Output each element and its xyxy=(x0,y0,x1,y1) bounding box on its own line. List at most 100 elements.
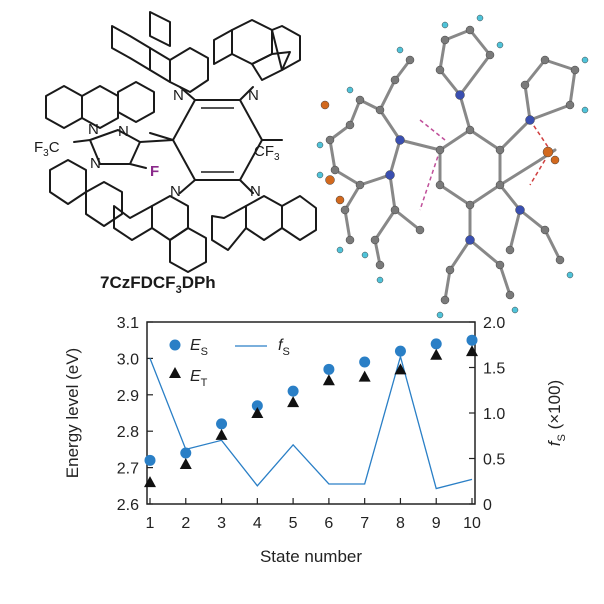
crystal-atom xyxy=(435,180,445,190)
es-point xyxy=(430,338,442,350)
crystal-atom xyxy=(346,86,354,94)
atom-n-top-left: N xyxy=(173,87,184,104)
crystal-bond xyxy=(523,58,547,87)
x-tick-label: 5 xyxy=(289,515,298,532)
crystal-atom xyxy=(550,155,560,165)
crystal-atom xyxy=(485,50,495,60)
et-point xyxy=(430,348,443,360)
crystal-bond xyxy=(568,68,577,107)
crystal-bond xyxy=(373,208,397,242)
carbazole-bottom-right xyxy=(211,195,317,251)
crystal-atom xyxy=(385,170,395,180)
legend-fs-sub: S xyxy=(282,346,289,358)
crystal-atom xyxy=(316,141,324,149)
crystal-bond xyxy=(348,98,362,127)
et-point xyxy=(394,363,407,375)
crystal-atom xyxy=(505,245,515,255)
crystal-atom xyxy=(495,260,505,270)
crystal-bond xyxy=(343,183,362,212)
right-y-tick-label: 0.5 xyxy=(483,452,505,469)
crystal-atom xyxy=(540,225,550,235)
crystal-structure-image xyxy=(316,14,589,319)
carbazole-lower-left xyxy=(49,159,123,227)
crystal-atom xyxy=(390,205,400,215)
es-point xyxy=(287,385,299,397)
crystal-contact-pink xyxy=(419,149,441,211)
crystal-atom xyxy=(440,295,450,305)
crystal-bond xyxy=(378,78,397,112)
legend-et-sub: T xyxy=(201,377,208,389)
es-point xyxy=(394,345,406,357)
left-y-ticks: 2.6 2.7 2.8 2.9 3.0 3.1 xyxy=(117,315,153,514)
crystal-bond xyxy=(508,208,522,252)
compound-name: 7CzFDCF3DPh xyxy=(100,273,216,296)
crystal-bond xyxy=(518,208,547,232)
right-y-label-tail: (×100) xyxy=(545,380,564,434)
crystal-atom xyxy=(440,35,450,45)
crystal-atom xyxy=(340,205,350,215)
right-y-ticks: 0 0.5 1.0 1.5 2.0 xyxy=(469,315,505,514)
cf3-left-f: F xyxy=(34,139,43,156)
atom-n-pyrrole-top: N xyxy=(118,123,129,140)
crystal-atom xyxy=(476,14,484,22)
x-tick-label: 6 xyxy=(324,515,333,532)
right-y-tick-label: 1.0 xyxy=(483,406,505,423)
crystal-bond xyxy=(328,138,337,172)
crystal-bond xyxy=(438,68,462,97)
crystal-atom xyxy=(445,265,455,275)
es-point xyxy=(180,447,192,459)
es-point xyxy=(359,356,371,368)
legend: ES ET fS xyxy=(169,337,290,389)
crystal-atom xyxy=(435,145,445,155)
crystal-atom xyxy=(345,235,355,245)
crystal-bond xyxy=(458,93,472,132)
crystal-bond xyxy=(498,183,522,212)
legend-es-sub: S xyxy=(201,346,208,358)
cf3-left-label: F3C xyxy=(34,139,60,159)
crystal-atom xyxy=(465,200,475,210)
crystal-contact-red xyxy=(529,159,546,186)
right-y-axis-label: fS (×100) xyxy=(545,380,568,446)
et-point xyxy=(287,396,300,408)
es-point xyxy=(251,400,263,412)
crystal-atom xyxy=(330,165,340,175)
crystal-atom xyxy=(345,120,355,130)
legend-fs-label: fS xyxy=(278,337,290,358)
et-point xyxy=(144,476,156,488)
crystal-bond xyxy=(448,238,472,272)
crystal-bond xyxy=(543,228,562,262)
crystal-atom xyxy=(355,95,365,105)
x-axis-label: State number xyxy=(260,547,362,566)
et-point xyxy=(251,407,264,418)
cf3-right-label: CF3 xyxy=(254,143,280,163)
crystal-atom xyxy=(455,90,465,100)
crystal-bond xyxy=(438,128,472,152)
es-point xyxy=(323,363,335,375)
compound-name-main: 7CzFDCF xyxy=(100,273,176,292)
crystal-atom xyxy=(325,175,335,185)
es-point xyxy=(144,454,156,466)
legend-et-label: ET xyxy=(190,368,208,389)
crystal-bond xyxy=(543,58,577,72)
atom-n-pyrrole-bottom: N xyxy=(90,155,101,172)
crystal-atom xyxy=(375,260,385,270)
carbazole-top-right xyxy=(213,19,301,81)
crystal-bond xyxy=(333,168,362,187)
et-point xyxy=(215,428,228,440)
crystal-atom xyxy=(496,41,504,49)
compound-name-sub: 3 xyxy=(176,284,182,296)
crystal-bond xyxy=(438,183,472,207)
carbazole-bottom-left xyxy=(113,195,207,273)
x-tick-label: 7 xyxy=(360,515,369,532)
crystal-bond xyxy=(388,138,402,177)
et-point xyxy=(322,374,335,386)
compound-name-suffix: DPh xyxy=(182,273,216,292)
crystal-atom xyxy=(565,100,575,110)
left-y-tick-label: 3.0 xyxy=(117,351,139,368)
crystal-bond xyxy=(388,173,397,212)
legend-es-main: E xyxy=(190,337,201,354)
es-point xyxy=(466,334,478,346)
right-y-label-main: f xyxy=(545,439,564,446)
crystal-atom xyxy=(355,180,365,190)
crystal-atom xyxy=(465,25,475,35)
